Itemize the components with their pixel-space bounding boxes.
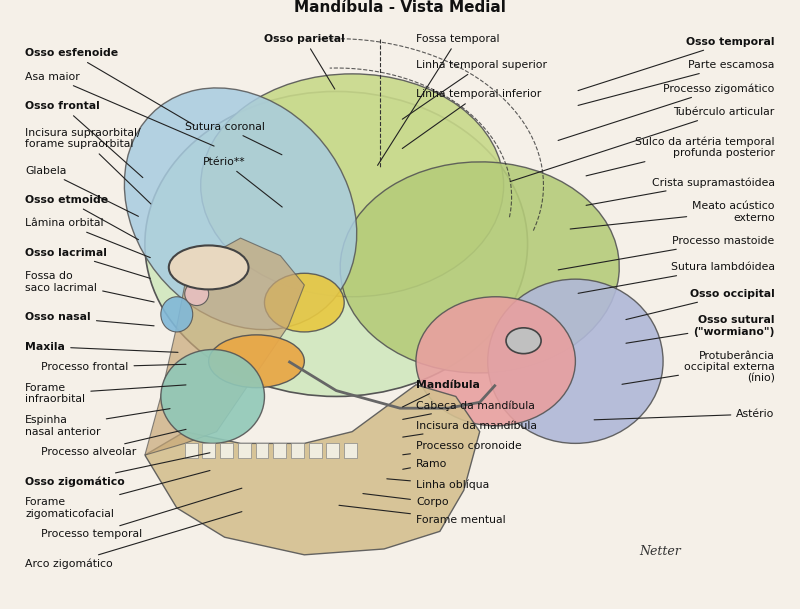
Circle shape — [506, 328, 541, 354]
Text: Osso occipital: Osso occipital — [626, 289, 774, 320]
Text: Incisura supraorbital/
forame supraorbital: Incisura supraorbital/ forame supraorbit… — [26, 127, 151, 204]
Text: Osso esfenoide: Osso esfenoide — [26, 48, 194, 125]
Text: Processo mastoide: Processo mastoide — [558, 236, 774, 270]
PathPatch shape — [145, 238, 304, 455]
Text: Osso temporal: Osso temporal — [578, 37, 774, 91]
Text: Osso frontal: Osso frontal — [26, 101, 143, 178]
Text: Processo temporal: Processo temporal — [42, 488, 242, 540]
Text: Fossa do
saco lacrimal: Fossa do saco lacrimal — [26, 271, 154, 302]
Text: Sutura coronal: Sutura coronal — [185, 122, 282, 155]
Text: Arco zigomático: Arco zigomático — [26, 512, 242, 569]
Ellipse shape — [416, 297, 575, 426]
Text: Parte escamosa: Parte escamosa — [578, 60, 774, 105]
Bar — [326, 443, 339, 458]
Bar — [274, 443, 286, 458]
Bar — [220, 443, 233, 458]
Bar — [185, 443, 198, 458]
Bar — [309, 443, 322, 458]
Text: Maxila: Maxila — [26, 342, 178, 353]
Text: Processo frontal: Processo frontal — [42, 362, 186, 372]
Text: Osso zigomático: Osso zigomático — [26, 452, 210, 487]
Ellipse shape — [161, 297, 193, 332]
Bar — [202, 443, 215, 458]
Text: Ramo: Ramo — [402, 459, 447, 470]
Text: Processo zigomático: Processo zigomático — [558, 83, 774, 141]
Text: Protuberância
occipital externa
(ínio): Protuberância occipital externa (ínio) — [622, 351, 774, 384]
Text: Ptério**: Ptério** — [203, 157, 282, 207]
Text: Osso nasal: Osso nasal — [26, 312, 154, 326]
Text: Linha temporal superior: Linha temporal superior — [402, 60, 547, 119]
Text: Sutura lambdóidea: Sutura lambdóidea — [578, 262, 774, 294]
Bar — [256, 443, 268, 458]
Ellipse shape — [186, 266, 206, 286]
Text: Mandíbula: Mandíbula — [402, 380, 480, 407]
Text: Lâmina orbital: Lâmina orbital — [26, 219, 150, 258]
Bar — [238, 443, 250, 458]
Text: Meato acústico
externo: Meato acústico externo — [570, 201, 774, 229]
Ellipse shape — [145, 91, 527, 396]
Text: Incisura da mandíbula: Incisura da mandíbula — [402, 421, 537, 437]
Text: Processo alveolar: Processo alveolar — [42, 429, 186, 457]
Text: Processo coronoide: Processo coronoide — [402, 442, 522, 455]
Text: Linha temporal inferior: Linha temporal inferior — [402, 90, 541, 149]
Text: Mandíbula - Vista Medial: Mandíbula - Vista Medial — [294, 0, 506, 15]
Ellipse shape — [488, 279, 663, 443]
Ellipse shape — [185, 282, 209, 306]
Text: Osso sutural
("wormiano"): Osso sutural ("wormiano") — [626, 315, 774, 343]
Text: Asa maior: Asa maior — [26, 72, 214, 146]
Text: Osso parietal: Osso parietal — [264, 33, 345, 89]
Text: Glabela: Glabela — [26, 166, 138, 216]
Text: Espinha
nasal anterior: Espinha nasal anterior — [26, 409, 170, 437]
Text: Cabeça da mandíbula: Cabeça da mandíbula — [402, 400, 535, 420]
Text: Forame mentual: Forame mentual — [339, 505, 506, 524]
Text: Osso etmoide: Osso etmoide — [26, 195, 138, 240]
Ellipse shape — [124, 88, 357, 329]
Bar — [344, 443, 357, 458]
Text: Forame
zigomaticofacial: Forame zigomaticofacial — [26, 471, 210, 519]
Text: Linha oblíqua: Linha oblíqua — [387, 479, 489, 490]
Ellipse shape — [201, 74, 504, 297]
Bar — [291, 443, 304, 458]
PathPatch shape — [145, 385, 480, 555]
Text: Osso lacrimal: Osso lacrimal — [26, 248, 150, 278]
Text: Tubérculo articular: Tubérculo articular — [510, 107, 774, 181]
Ellipse shape — [169, 245, 249, 289]
Text: Forame
infraorbital: Forame infraorbital — [26, 382, 186, 404]
Ellipse shape — [340, 162, 619, 373]
Ellipse shape — [265, 273, 344, 332]
Text: Fossa temporal: Fossa temporal — [378, 33, 499, 166]
Text: Netter: Netter — [639, 545, 681, 558]
Text: Sulco da artéria temporal
profunda posterior: Sulco da artéria temporal profunda poste… — [586, 136, 774, 176]
Ellipse shape — [209, 335, 304, 388]
Text: Astério: Astério — [594, 409, 774, 420]
Text: Corpo: Corpo — [363, 493, 449, 507]
Text: Crista supramastóidea: Crista supramastóidea — [586, 177, 774, 205]
Ellipse shape — [161, 350, 265, 443]
